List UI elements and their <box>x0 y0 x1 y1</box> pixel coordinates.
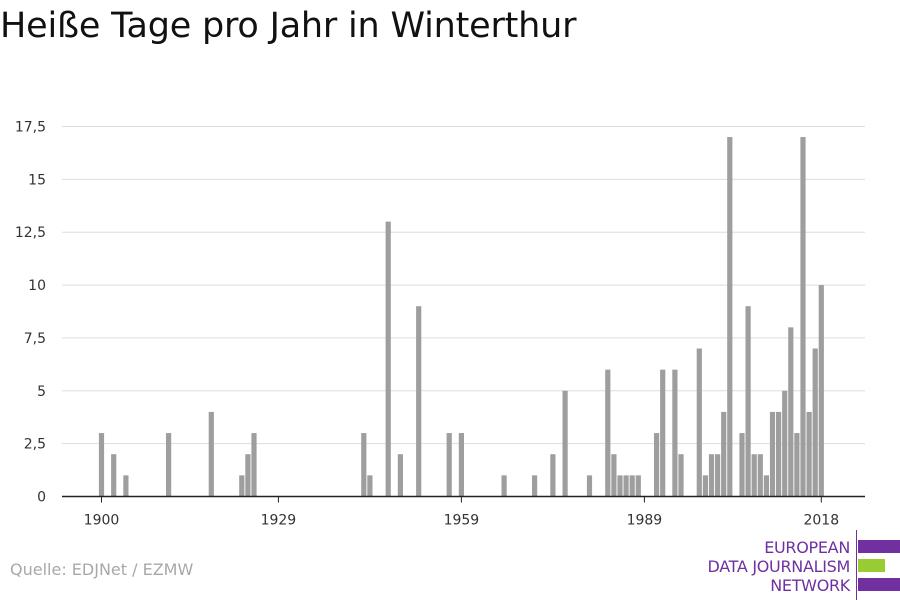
bar <box>678 454 684 497</box>
bar <box>367 475 373 497</box>
logo-bar-purple-top <box>858 540 900 553</box>
logo-text-line-2: DATA JOURNALISM <box>707 557 851 576</box>
bar <box>385 221 391 497</box>
bar <box>586 475 593 497</box>
y-tick-label: 7,5 <box>24 331 46 347</box>
bar <box>166 433 172 497</box>
bar <box>660 369 666 497</box>
bar <box>605 369 611 497</box>
bar <box>721 411 727 497</box>
bar <box>702 475 708 497</box>
bar <box>251 433 257 497</box>
bar <box>769 411 776 497</box>
source-note: Quelle: EDJNet / EZMW <box>10 560 194 579</box>
bar <box>708 454 715 497</box>
bar <box>672 369 678 497</box>
bar <box>98 433 105 497</box>
y-tick-label: 15 <box>28 172 46 188</box>
bar <box>757 454 763 497</box>
bar <box>208 411 214 497</box>
x-tick-label: 1929 <box>261 513 297 529</box>
bar <box>715 454 721 497</box>
bar <box>446 433 452 497</box>
bar <box>654 433 660 497</box>
logo-text-line-3: NETWORK <box>770 576 850 595</box>
bar <box>550 454 556 497</box>
bar <box>727 137 733 497</box>
logo-divider <box>856 530 857 600</box>
x-tick-label: 2018 <box>803 513 839 529</box>
bar <box>111 454 117 497</box>
bar <box>123 475 129 497</box>
bar <box>696 348 702 497</box>
bar <box>745 306 751 497</box>
y-tick-label: 17,5 <box>15 120 46 136</box>
bar <box>629 475 635 497</box>
bar <box>776 411 782 497</box>
bar <box>245 454 251 497</box>
bar <box>623 475 629 497</box>
x-tick-label: 1900 <box>84 513 120 529</box>
bar <box>397 454 403 497</box>
chart-title: Heiße Tage pro Jahr in Winterthur <box>0 6 577 46</box>
bar <box>617 475 623 497</box>
bar <box>788 327 794 497</box>
y-tick-label: 2,5 <box>24 437 46 453</box>
bar <box>635 475 641 497</box>
bar <box>818 285 824 497</box>
bar <box>739 433 745 497</box>
x-tick-label: 1959 <box>444 513 480 529</box>
x-tick-label: 1989 <box>627 513 663 529</box>
logo-bar-purple-bottom <box>858 578 900 591</box>
y-tick-label: 0 <box>37 490 46 506</box>
y-tick-label: 12,5 <box>15 225 46 241</box>
bar <box>611 454 617 497</box>
y-tick-label: 10 <box>28 278 46 294</box>
bar <box>800 137 806 497</box>
y-tick-label: 5 <box>37 384 46 400</box>
bar <box>812 348 818 497</box>
logo-bar-green <box>858 559 885 572</box>
bar <box>458 433 464 497</box>
bar <box>562 390 568 497</box>
bar <box>763 475 769 497</box>
edjnet-logo: EUROPEAN DATA JOURNALISM NETWORK <box>700 530 900 600</box>
bar <box>782 390 788 497</box>
bar <box>751 454 757 497</box>
bar <box>361 433 367 497</box>
logo-text-line-1: EUROPEAN <box>764 538 850 557</box>
bar <box>794 433 800 497</box>
bar <box>416 306 422 497</box>
bar <box>239 475 245 497</box>
bar <box>501 475 507 497</box>
bar <box>532 475 538 497</box>
bar <box>806 411 812 497</box>
